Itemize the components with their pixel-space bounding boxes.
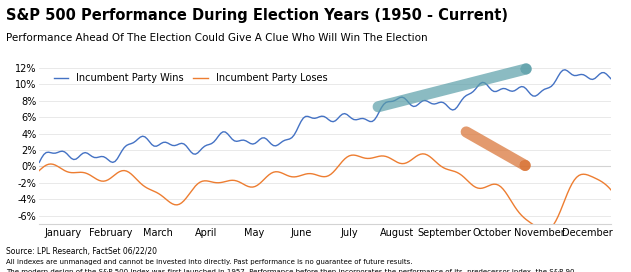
Text: All indexes are unmanaged and cannot be invested into directly. Past performance: All indexes are unmanaged and cannot be … [6,259,413,265]
Incumbent Party Loses [433,161,440,164]
Line: Incumbent Party Wins: Incumbent Party Wins [39,70,611,162]
Incumbent Party Loses [35,169,43,172]
Line: Incumbent Party Loses: Incumbent Party Loses [39,154,611,230]
Incumbent Party Wins [589,78,596,81]
Incumbent Party Loses [129,174,137,178]
Incumbent Party Wins [562,68,569,71]
Incumbent Party Wins [369,120,376,123]
Incumbent Party Loses [541,229,548,232]
Text: Performance Ahead Of The Election Could Give A Clue Who Will Win The Election: Performance Ahead Of The Election Could … [6,33,428,43]
Text: S&P 500 Performance During Election Years (1950 - Current): S&P 500 Performance During Election Year… [6,8,509,23]
Incumbent Party Wins [274,143,282,146]
Incumbent Party Wins [109,161,117,164]
Text: The modern design of the S&P 500 Index was first launched in 1957. Performance b: The modern design of the S&P 500 Index w… [6,269,577,272]
Legend: Incumbent Party Wins, Incumbent Party Loses: Incumbent Party Wins, Incumbent Party Lo… [50,69,331,87]
Incumbent Party Loses [272,170,280,173]
Incumbent Party Loses [366,157,374,160]
Incumbent Party Wins [35,161,43,164]
Incumbent Party Wins [268,142,275,146]
Incumbent Party Loses [265,173,273,177]
Text: Source: LPL Research, FactSet 06/22/20: Source: LPL Research, FactSet 06/22/20 [6,247,157,256]
Incumbent Party Wins [607,77,615,81]
Incumbent Party Wins [433,102,440,105]
Incumbent Party Loses [419,152,427,156]
Incumbent Party Loses [589,175,596,179]
Incumbent Party Wins [132,140,139,143]
Incumbent Party Loses [607,188,615,191]
